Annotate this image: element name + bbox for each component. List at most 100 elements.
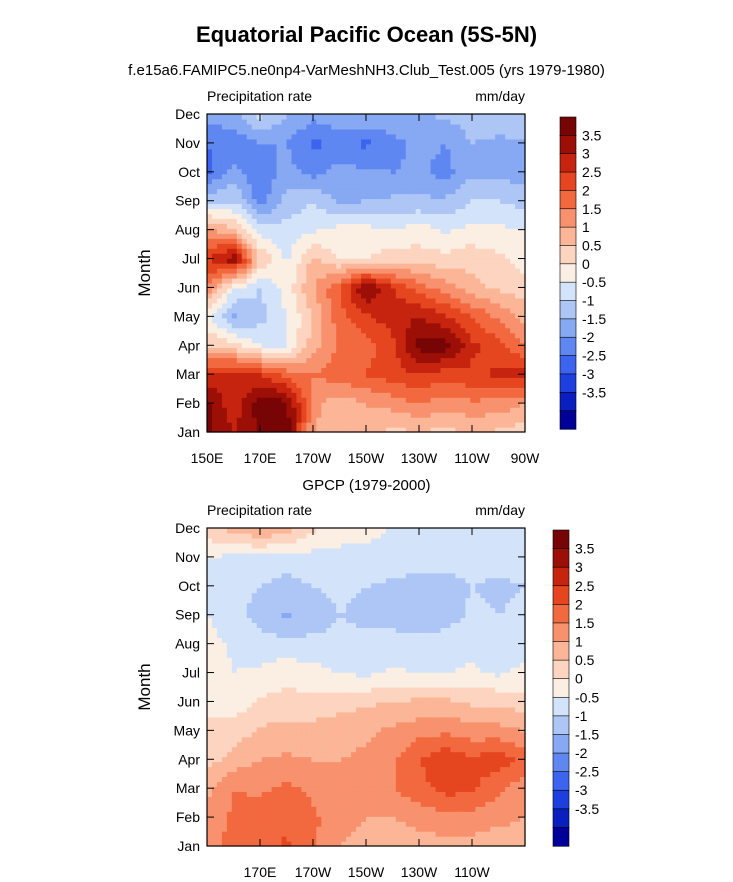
heatmap-cell [311, 821, 317, 827]
heatmap-cell [361, 233, 367, 239]
heatmap-cell [410, 796, 417, 802]
heatmap-cell [346, 198, 352, 205]
heatmap-cell [480, 302, 486, 309]
heatmap-cell [286, 422, 293, 428]
heatmap-cell [495, 387, 501, 393]
heatmap-cell [395, 268, 402, 274]
heatmap-cell [321, 183, 327, 190]
heatmap-cell [480, 317, 486, 324]
heatmap-cell [390, 277, 397, 284]
heatmap-cell [430, 193, 437, 200]
heatmap-cell [410, 123, 417, 130]
heatmap-cell [450, 392, 457, 398]
heatmap-cell [321, 297, 327, 304]
heatmap-cell [221, 168, 228, 175]
heatmap-cell [211, 277, 218, 284]
heatmap-cell [207, 332, 213, 339]
heatmap-cell [500, 118, 506, 125]
heatmap-cell [246, 347, 253, 354]
heatmap-cell [351, 352, 357, 359]
heatmap-cell [425, 258, 432, 264]
heatmap-cell [470, 178, 476, 185]
heatmap-cell [256, 307, 263, 314]
heatmap-cell [241, 811, 248, 817]
heatmap-cell [207, 347, 213, 354]
heatmap-cell [351, 417, 357, 423]
heatmap-cell [480, 258, 486, 264]
heatmap-cell [450, 238, 457, 244]
heatmap-cell [415, 158, 422, 165]
heatmap-cell [425, 248, 432, 254]
heatmap-cell [505, 133, 511, 140]
heatmap-cell [216, 347, 223, 354]
heatmap-cell [236, 268, 243, 274]
heatmap-cell [251, 347, 258, 354]
heatmap-cell [236, 263, 243, 269]
heatmap-cell [356, 826, 362, 832]
heatmap-cell [366, 836, 372, 842]
heatmap-cell [465, 372, 471, 378]
heatmap-cell [341, 806, 347, 812]
heatmap-cell [515, 168, 521, 175]
heatmap-cell [380, 238, 387, 244]
heatmap-cell [366, 287, 372, 294]
heatmap-cell [515, 273, 521, 279]
heatmap-cell [321, 114, 327, 120]
heatmap-cell [291, 158, 298, 165]
heatmap-cell [331, 223, 337, 229]
heatmap-cell [515, 183, 521, 190]
heatmap-cell [326, 158, 332, 165]
heatmap-cell [226, 836, 233, 842]
heatmap-cell [420, 213, 427, 219]
heatmap-cell [221, 372, 228, 378]
heatmap-cell [385, 382, 392, 388]
heatmap-cell [361, 367, 367, 373]
heatmap-cell [296, 417, 303, 423]
heatmap-cell [271, 377, 278, 383]
heatmap-cell [261, 836, 268, 842]
heatmap-cell [291, 412, 298, 418]
heatmap-cell [455, 392, 462, 398]
heatmap-cell [450, 163, 457, 170]
heatmap-cell [246, 387, 253, 393]
heatmap-cell [490, 228, 496, 234]
heatmap-cell [420, 327, 427, 334]
heatmap-cell [460, 826, 466, 832]
heatmap-cell [500, 312, 506, 319]
heatmap-cell [370, 836, 377, 842]
heatmap-cell [375, 836, 382, 842]
heatmap-cell [271, 337, 278, 344]
heatmap-cell [400, 173, 407, 180]
heatmap-cell [415, 372, 422, 378]
heatmap-cell [520, 367, 526, 373]
heatmap-cell [485, 312, 491, 319]
heatmap-cell [440, 317, 447, 324]
heatmap-cell [271, 786, 278, 792]
heatmap-cell [380, 183, 387, 190]
heatmap-cell [440, 347, 447, 354]
heatmap-cell [405, 841, 412, 847]
heatmap-cell [520, 806, 526, 812]
heatmap-cell [246, 397, 253, 403]
heatmap-cell [316, 243, 322, 249]
heatmap-cell [505, 198, 511, 205]
heatmap-cell [241, 143, 248, 150]
heatmap-cell [266, 263, 273, 269]
heatmap-cell [515, 268, 521, 274]
heatmap-cell [241, 786, 248, 792]
heatmap-cell [261, 811, 268, 817]
heatmap-cell [251, 292, 258, 299]
heatmap-cell [415, 188, 422, 195]
heatmap-cell [505, 208, 511, 214]
heatmap-cell [450, 382, 457, 388]
heatmap-cell [316, 287, 322, 294]
heatmap-cell [490, 282, 496, 289]
heatmap-cell [500, 357, 506, 364]
heatmap-cell [311, 292, 317, 299]
heatmap-cell [271, 228, 278, 234]
heatmap-cell [266, 327, 273, 334]
heatmap-cell [380, 372, 387, 378]
heatmap-cell [291, 238, 298, 244]
heatmap-cell [510, 836, 516, 842]
heatmap-cell [256, 422, 263, 428]
